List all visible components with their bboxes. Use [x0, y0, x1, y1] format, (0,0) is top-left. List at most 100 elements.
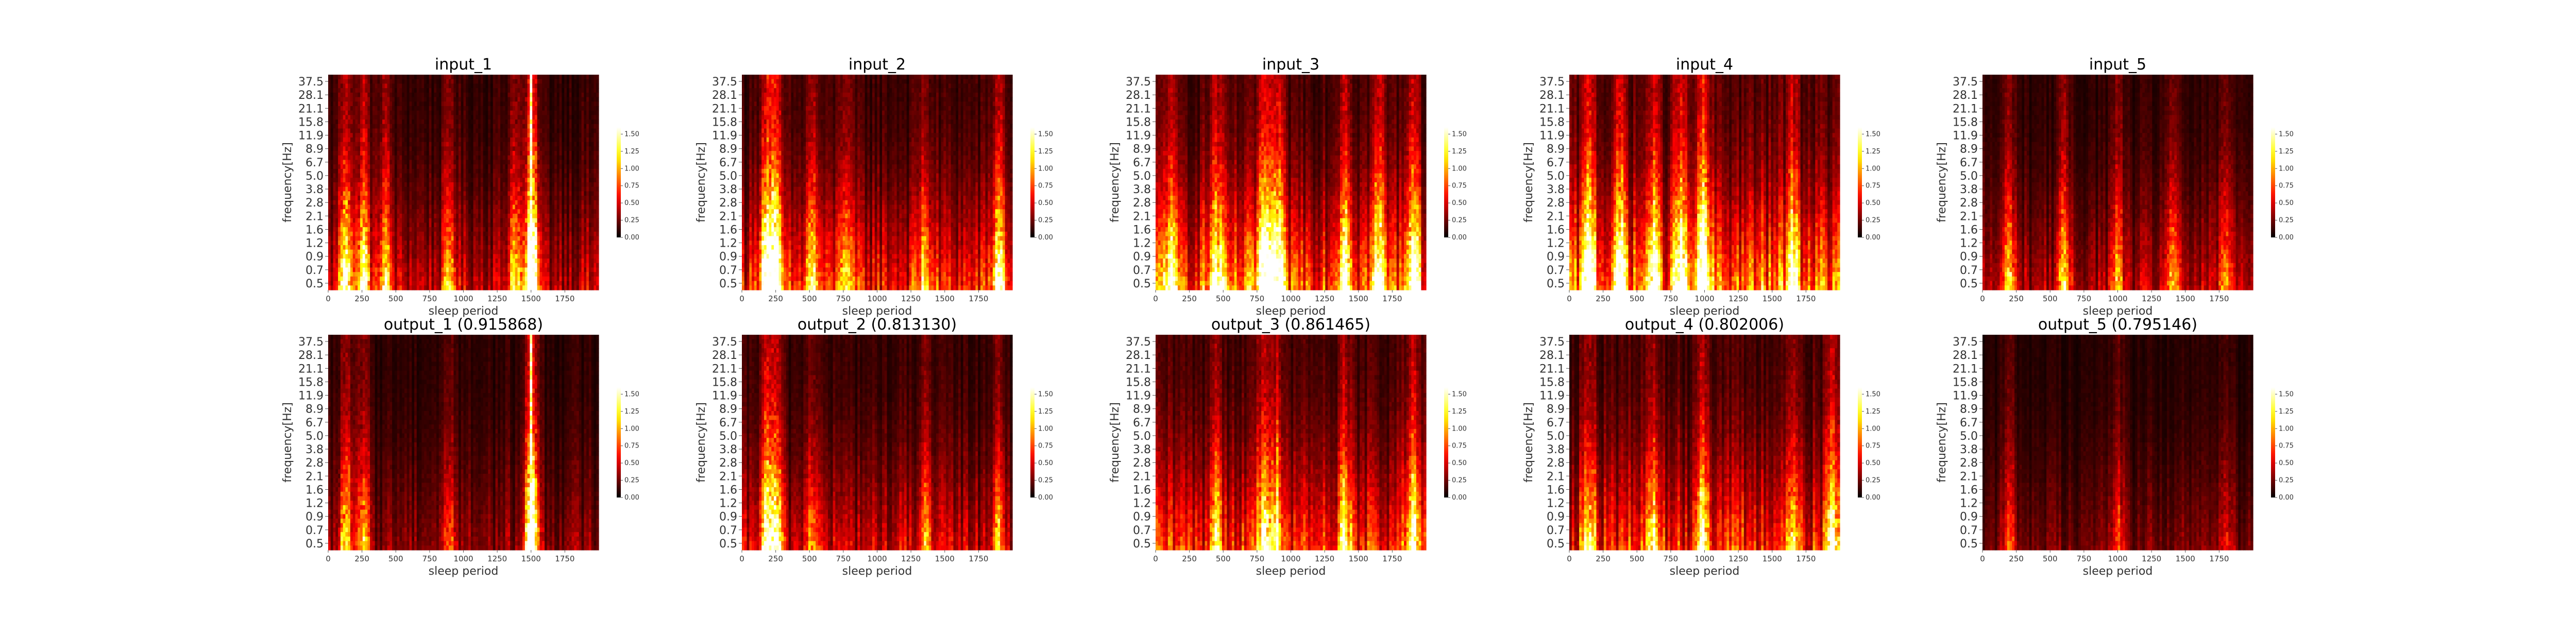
heatmap-cell	[331, 205, 333, 210]
heatmap-cell	[363, 88, 365, 93]
heatmap-cell	[335, 119, 338, 124]
heatmap-cell	[341, 142, 343, 147]
heatmap-cell	[341, 75, 343, 79]
heatmap-cell	[343, 124, 346, 129]
heatmap-cell	[331, 124, 333, 129]
heatmap-cell	[353, 151, 355, 156]
heatmap-cell	[365, 88, 368, 93]
heatmap-cell	[385, 259, 387, 263]
heatmap-cell	[343, 187, 346, 192]
heatmap-cell	[385, 263, 387, 268]
heatmap-cell	[338, 205, 341, 210]
heatmap-cell	[372, 151, 375, 156]
heatmap-cell	[348, 97, 350, 102]
heatmap-cell	[363, 254, 365, 259]
heatmap-cell	[377, 285, 380, 290]
heatmap-cell	[348, 119, 350, 124]
heatmap-cell	[345, 111, 348, 115]
heatmap-cell	[333, 138, 336, 142]
heatmap-cell	[363, 138, 365, 142]
heatmap-cell	[367, 205, 370, 210]
heatmap-cell	[370, 119, 372, 124]
heatmap-cell	[380, 178, 382, 182]
heatmap-cell	[358, 209, 360, 214]
heatmap-cell	[367, 75, 370, 79]
heatmap-cell	[358, 124, 360, 129]
heatmap-cell	[375, 254, 378, 259]
heatmap-cell	[385, 133, 387, 138]
heatmap-cell	[341, 174, 343, 178]
heatmap-cell	[348, 214, 350, 218]
heatmap-cell	[367, 97, 370, 102]
heatmap-cell	[382, 222, 385, 227]
heatmap-cell	[353, 254, 355, 259]
heatmap-cell	[365, 187, 368, 192]
heatmap-cell	[367, 218, 370, 223]
heatmap-cell	[350, 124, 353, 129]
heatmap-cell	[363, 178, 365, 182]
heatmap-cell	[358, 106, 360, 111]
heatmap-cell	[377, 182, 380, 187]
heatmap-cell	[370, 254, 372, 259]
heatmap-cell	[360, 232, 363, 236]
heatmap-cell	[358, 218, 360, 223]
heatmap-cell	[375, 169, 378, 174]
heatmap-cell	[328, 174, 331, 178]
heatmap-cell	[333, 263, 336, 268]
heatmap-cell	[360, 164, 363, 169]
heatmap-cell	[377, 174, 380, 178]
heatmap-cell	[338, 277, 341, 281]
heatmap-cell	[350, 164, 353, 169]
heatmap-cell	[365, 263, 368, 268]
heatmap-cell	[360, 97, 363, 102]
heatmap-cell	[360, 133, 363, 138]
heatmap-cell	[360, 106, 363, 111]
heatmap-cell	[370, 79, 372, 84]
heatmap-cell	[341, 182, 343, 187]
heatmap-cell	[370, 250, 372, 254]
heatmap-cell	[338, 200, 341, 205]
heatmap-cell	[372, 196, 375, 200]
heatmap-cell	[372, 79, 375, 84]
heatmap-cell	[389, 111, 392, 115]
heatmap-cell	[350, 218, 353, 223]
heatmap-cell	[370, 169, 372, 174]
heatmap-cell	[328, 97, 331, 102]
heatmap-cell	[343, 79, 346, 84]
heatmap-cell	[367, 93, 370, 97]
heatmap-cell	[355, 272, 358, 277]
heatmap-cell	[331, 222, 333, 227]
heatmap-cell	[375, 232, 378, 236]
heatmap-cell	[387, 254, 390, 259]
heatmap-cell	[333, 106, 336, 111]
heatmap-cell	[387, 133, 390, 138]
heatmap-cell	[335, 227, 338, 232]
heatmap-cell	[365, 164, 368, 169]
heatmap-cell	[345, 129, 348, 133]
heatmap-cell	[355, 209, 358, 214]
heatmap-cell	[350, 196, 353, 200]
heatmap-cell	[341, 214, 343, 218]
heatmap-cell	[333, 83, 336, 88]
heatmap-cell	[335, 245, 338, 250]
heatmap-cell	[387, 191, 390, 196]
heatmap-cell	[331, 285, 333, 290]
heatmap-cell	[385, 245, 387, 250]
heatmap-cell	[355, 277, 358, 281]
heatmap-cell	[353, 160, 355, 164]
heatmap-cell	[355, 254, 358, 259]
heatmap-cell	[345, 142, 348, 147]
heatmap-cell	[358, 267, 360, 272]
heatmap-cell	[385, 174, 387, 178]
heatmap-cell	[377, 138, 380, 142]
heatmap-cell	[387, 146, 390, 151]
heatmap-cell	[382, 281, 385, 286]
heatmap-cell	[353, 146, 355, 151]
heatmap-cell	[367, 119, 370, 124]
heatmap-cell	[353, 88, 355, 93]
heatmap-cell	[345, 75, 348, 79]
heatmap-cell	[335, 259, 338, 263]
heatmap-cell	[367, 124, 370, 129]
heatmap-cell	[375, 200, 378, 205]
